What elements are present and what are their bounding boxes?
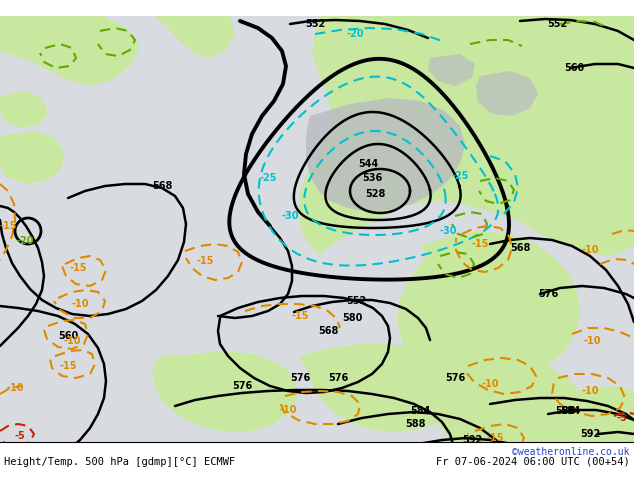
Text: -10: -10 <box>581 245 598 255</box>
Polygon shape <box>300 344 462 432</box>
Text: -5: -5 <box>15 456 25 466</box>
Polygon shape <box>560 386 634 474</box>
Text: -10: -10 <box>583 336 601 346</box>
Text: 568: 568 <box>152 181 172 191</box>
Text: 592: 592 <box>462 435 482 445</box>
Text: -20: -20 <box>16 236 34 246</box>
Text: -15: -15 <box>0 221 16 231</box>
Text: -30: -30 <box>439 226 456 236</box>
Polygon shape <box>428 54 475 86</box>
Polygon shape <box>0 91 48 128</box>
Text: -10: -10 <box>71 299 89 309</box>
Text: -10: -10 <box>6 383 23 393</box>
Text: -15: -15 <box>197 256 214 266</box>
Text: 576: 576 <box>232 381 252 391</box>
Text: 568: 568 <box>510 243 530 253</box>
Bar <box>0 442 634 474</box>
Text: 584: 584 <box>560 406 580 416</box>
Text: -15: -15 <box>69 263 87 273</box>
Text: -10: -10 <box>481 379 499 389</box>
Text: 560: 560 <box>58 331 78 341</box>
Polygon shape <box>155 16 235 58</box>
Text: 560: 560 <box>564 63 584 73</box>
Text: 528: 528 <box>365 189 385 199</box>
Text: -15: -15 <box>291 311 309 321</box>
Polygon shape <box>0 131 65 184</box>
Polygon shape <box>306 98 465 212</box>
Text: -25: -25 <box>259 173 277 183</box>
Text: 576: 576 <box>328 373 348 383</box>
Text: -30: -30 <box>281 211 299 221</box>
Text: -10: -10 <box>63 336 81 346</box>
Text: -10: -10 <box>581 386 598 396</box>
Polygon shape <box>0 16 140 86</box>
Text: 576: 576 <box>445 373 465 383</box>
Polygon shape <box>476 71 538 116</box>
Text: -20: -20 <box>346 29 364 39</box>
Text: 576: 576 <box>290 373 310 383</box>
Text: ©weatheronline.co.uk: ©weatheronline.co.uk <box>512 447 630 457</box>
Text: 536: 536 <box>362 173 382 183</box>
Text: 592: 592 <box>580 429 600 439</box>
Text: 552: 552 <box>346 296 366 306</box>
Text: 576: 576 <box>538 289 558 299</box>
Text: 552: 552 <box>547 19 567 29</box>
Text: -10: -10 <box>279 405 297 415</box>
Polygon shape <box>152 351 298 432</box>
Text: 584: 584 <box>410 406 430 416</box>
Text: Height/Temp. 500 hPa [gdmp][°C] ECMWF: Height/Temp. 500 hPa [gdmp][°C] ECMWF <box>4 457 235 467</box>
Text: -5: -5 <box>15 431 25 441</box>
Text: 588: 588 <box>404 419 425 429</box>
Text: -25: -25 <box>451 171 469 181</box>
Text: 544: 544 <box>358 159 378 169</box>
Text: 588: 588 <box>555 406 575 416</box>
Text: -5: -5 <box>617 413 628 423</box>
Text: 568: 568 <box>318 326 338 336</box>
Text: 580: 580 <box>342 313 362 323</box>
Text: -15: -15 <box>486 433 504 443</box>
Text: 552: 552 <box>305 19 325 29</box>
Text: -15: -15 <box>59 361 77 371</box>
Text: -15: -15 <box>471 239 489 249</box>
Text: Fr 07-06-2024 06:00 UTC (00+54): Fr 07-06-2024 06:00 UTC (00+54) <box>436 457 630 467</box>
Polygon shape <box>298 16 634 256</box>
Polygon shape <box>424 356 588 462</box>
Polygon shape <box>398 231 580 386</box>
